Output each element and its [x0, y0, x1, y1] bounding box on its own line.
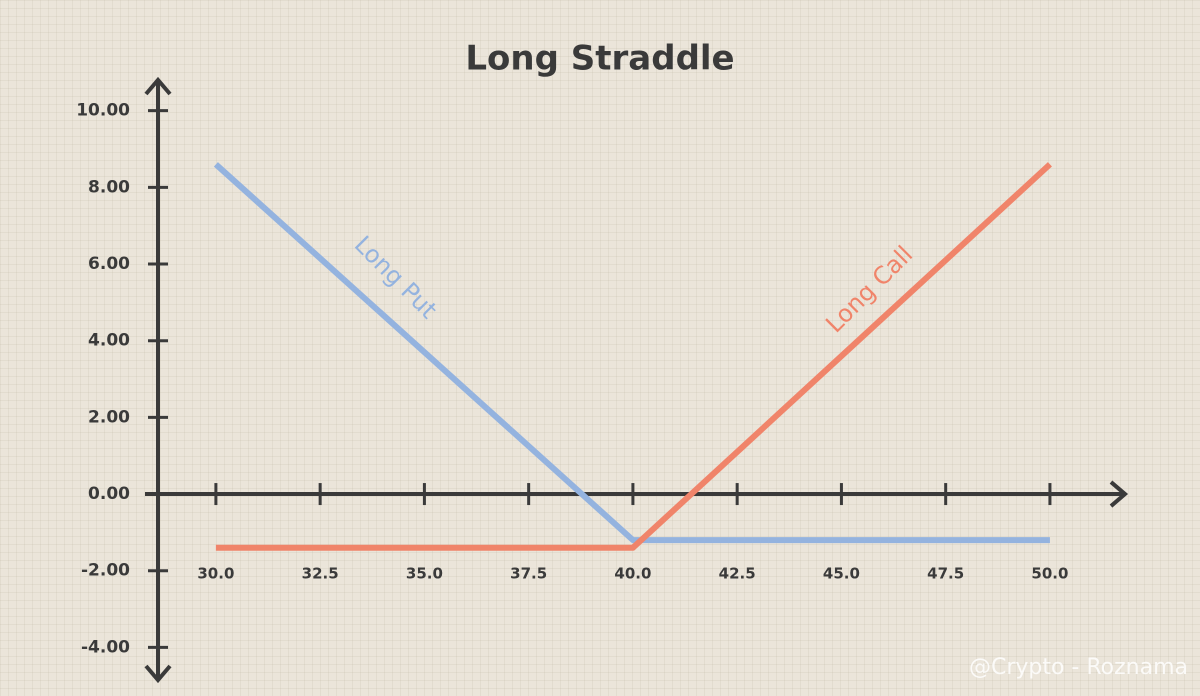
y-tick-label: 10.00: [76, 101, 130, 121]
y-axis-arrow: [144, 664, 172, 684]
x-tick-label: 30.0: [197, 565, 234, 583]
series-line: [213, 162, 1050, 544]
watermark: @Crypto - Roznama: [969, 655, 1188, 680]
y-axis-arrow: [144, 76, 172, 96]
x-tick-label: 42.5: [719, 565, 756, 583]
x-tick-label: 45.0: [823, 565, 860, 583]
chart-title: Long Straddle: [465, 39, 734, 79]
x-tick-label: 35.0: [406, 565, 443, 583]
y-tick-label: 6.00: [88, 254, 130, 274]
series-label: Long Put: [349, 230, 443, 324]
y-tick-label: 8.00: [88, 177, 130, 197]
x-tick-label: 40.0: [614, 565, 651, 583]
y-tick-label: 2.00: [88, 407, 130, 427]
y-tick-label: 4.00: [88, 331, 130, 351]
x-axis-arrow: [1109, 480, 1129, 508]
x-tick-label: 47.5: [927, 565, 964, 583]
y-tick-label: 0.00: [88, 484, 130, 504]
series-line: [215, 162, 1052, 551]
series-label: Long Call: [820, 240, 918, 338]
x-tick-label: 37.5: [510, 565, 547, 583]
y-tick-label: -4.00: [81, 637, 130, 657]
x-tick-label: 50.0: [1031, 565, 1068, 583]
y-tick-label: -2.00: [81, 561, 130, 581]
x-tick-label: 32.5: [302, 565, 339, 583]
